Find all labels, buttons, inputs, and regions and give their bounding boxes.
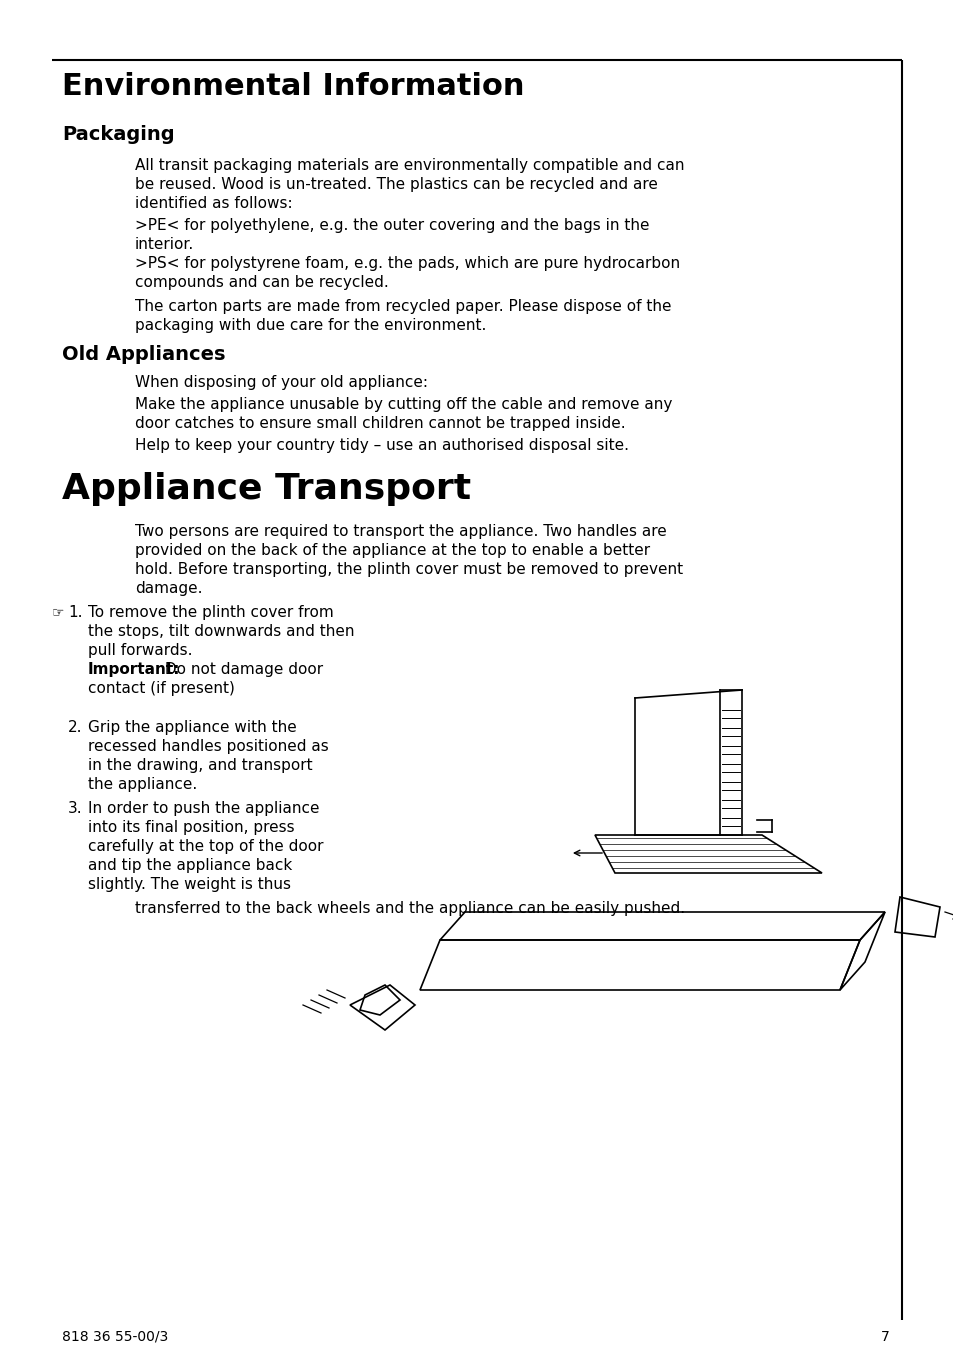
Text: door catches to ensure small children cannot be trapped inside.: door catches to ensure small children ca… [135, 416, 625, 431]
Text: Old Appliances: Old Appliances [62, 345, 225, 364]
Text: the stops, tilt downwards and then: the stops, tilt downwards and then [88, 625, 355, 639]
Text: Packaging: Packaging [62, 124, 174, 145]
Text: >PE< for polyethylene, e.g. the outer covering and the bags in the: >PE< for polyethylene, e.g. the outer co… [135, 218, 649, 233]
Text: compounds and can be recycled.: compounds and can be recycled. [135, 274, 388, 289]
Text: To remove the plinth cover from: To remove the plinth cover from [88, 604, 334, 621]
Text: damage.: damage. [135, 581, 202, 596]
Text: Two persons are required to transport the appliance. Two handles are: Two persons are required to transport th… [135, 525, 666, 539]
Text: provided on the back of the appliance at the top to enable a better: provided on the back of the appliance at… [135, 544, 649, 558]
Text: into its final position, press: into its final position, press [88, 821, 294, 836]
Text: Appliance Transport: Appliance Transport [62, 472, 471, 506]
Text: Help to keep your country tidy – use an authorised disposal site.: Help to keep your country tidy – use an … [135, 438, 628, 453]
Text: transferred to the back wheels and the appliance can be easily pushed.: transferred to the back wheels and the a… [135, 900, 684, 917]
Text: The carton parts are made from recycled paper. Please dispose of the: The carton parts are made from recycled … [135, 299, 671, 314]
Text: 818 36 55-00/3: 818 36 55-00/3 [62, 1330, 168, 1344]
Text: Grip the appliance with the: Grip the appliance with the [88, 721, 296, 735]
Text: pull forwards.: pull forwards. [88, 644, 193, 658]
Text: identified as follows:: identified as follows: [135, 196, 293, 211]
Text: be reused. Wood is un-treated. The plastics can be recycled and are: be reused. Wood is un-treated. The plast… [135, 177, 658, 192]
Text: in the drawing, and transport: in the drawing, and transport [88, 758, 313, 773]
Text: recessed handles positioned as: recessed handles positioned as [88, 740, 329, 754]
Text: 3.: 3. [68, 800, 83, 817]
Text: >PS< for polystyrene foam, e.g. the pads, which are pure hydrocarbon: >PS< for polystyrene foam, e.g. the pads… [135, 256, 679, 270]
Text: hold. Before transporting, the plinth cover must be removed to prevent: hold. Before transporting, the plinth co… [135, 562, 682, 577]
Text: contact (if present): contact (if present) [88, 681, 234, 696]
Text: packaging with due care for the environment.: packaging with due care for the environm… [135, 318, 486, 333]
Text: and tip the appliance back: and tip the appliance back [88, 859, 292, 873]
Text: interior.: interior. [135, 237, 194, 251]
Text: 7: 7 [881, 1330, 889, 1344]
Text: Environmental Information: Environmental Information [62, 72, 524, 101]
Text: the appliance.: the appliance. [88, 777, 197, 792]
Text: ☞: ☞ [52, 604, 65, 619]
Text: Important:: Important: [88, 662, 180, 677]
Text: 2.: 2. [68, 721, 82, 735]
Text: slightly. The weight is thus: slightly. The weight is thus [88, 877, 291, 892]
Text: When disposing of your old appliance:: When disposing of your old appliance: [135, 375, 428, 389]
Text: Do not damage door: Do not damage door [160, 662, 323, 677]
Text: Make the appliance unusable by cutting off the cable and remove any: Make the appliance unusable by cutting o… [135, 397, 672, 412]
Text: All transit packaging materials are environmentally compatible and can: All transit packaging materials are envi… [135, 158, 684, 173]
Text: 1.: 1. [68, 604, 82, 621]
Text: In order to push the appliance: In order to push the appliance [88, 800, 319, 817]
Text: carefully at the top of the door: carefully at the top of the door [88, 840, 323, 854]
